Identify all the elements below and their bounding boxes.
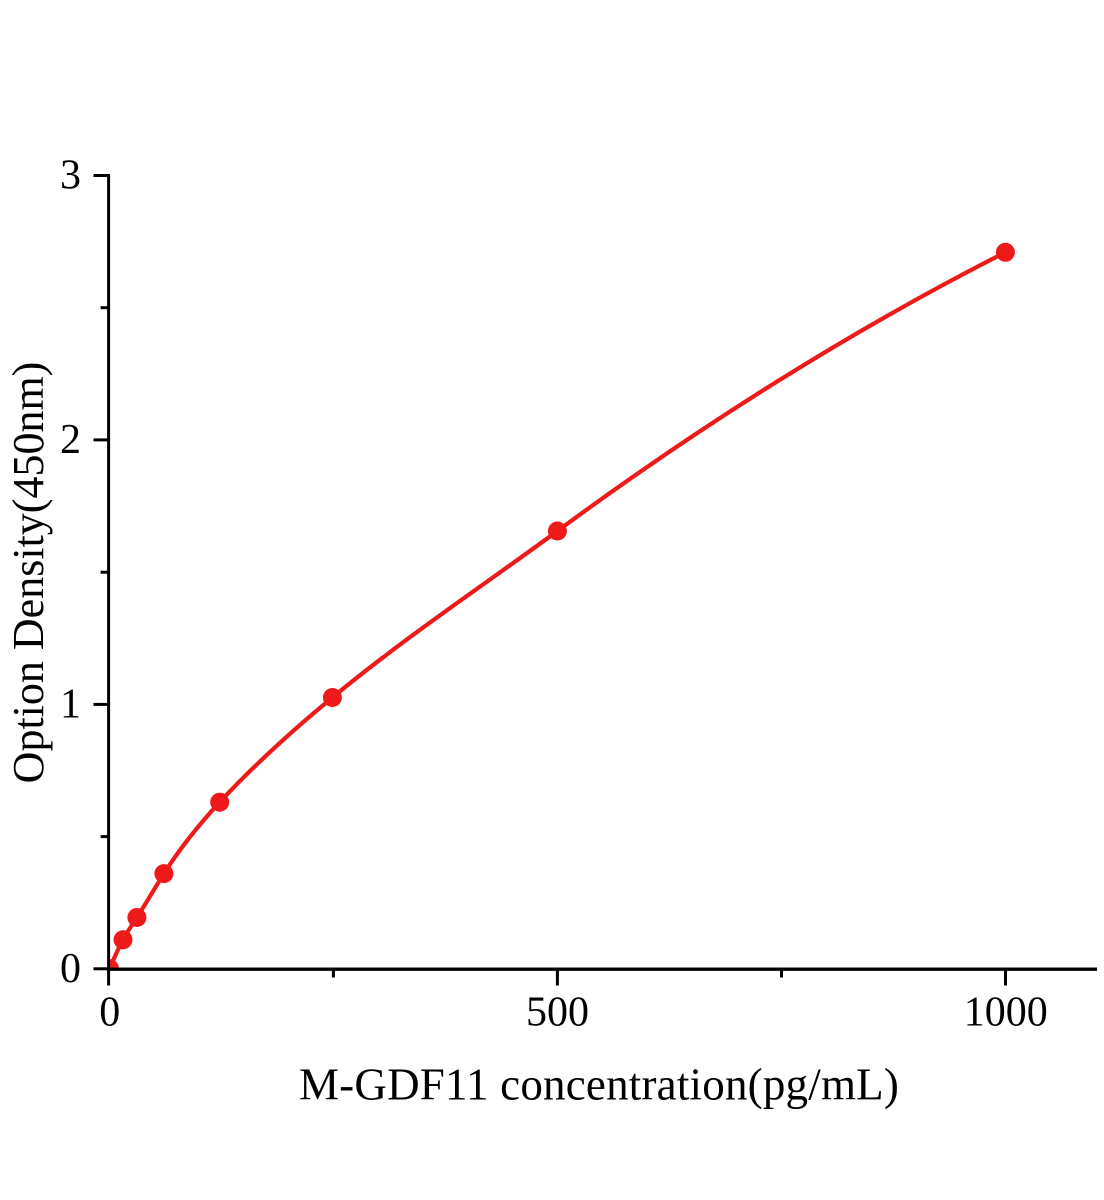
svg-text:3: 3	[60, 153, 81, 199]
svg-text:0: 0	[60, 946, 81, 992]
svg-text:2: 2	[60, 417, 81, 463]
svg-text:500: 500	[526, 990, 589, 1036]
svg-text:1000: 1000	[964, 990, 1048, 1036]
svg-text:Option Density(450nm): Option Density(450nm)	[4, 362, 53, 784]
svg-text:1: 1	[60, 682, 81, 728]
svg-text:M-GDF11 concentration(pg/mL): M-GDF11 concentration(pg/mL)	[299, 1060, 899, 1110]
svg-text:0: 0	[99, 990, 120, 1036]
